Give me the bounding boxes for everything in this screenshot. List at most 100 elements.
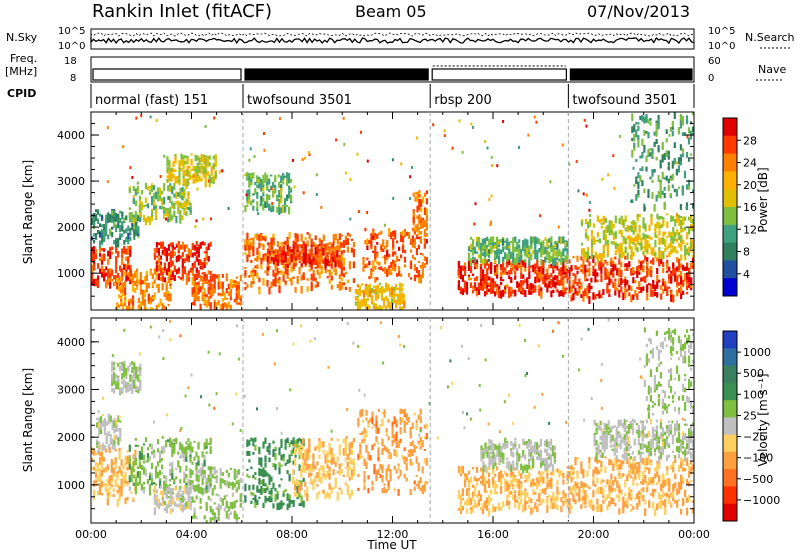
data-cell <box>630 286 633 291</box>
data-cell <box>674 232 677 238</box>
data-cell <box>602 244 605 250</box>
data-cell <box>392 263 395 271</box>
data-cell <box>679 154 682 159</box>
data-cell <box>580 221 584 227</box>
data-cell <box>169 478 172 482</box>
data-cell <box>312 479 315 484</box>
data-cell <box>186 165 189 171</box>
data-cell <box>534 254 537 260</box>
data-cell <box>552 269 555 274</box>
data-cell <box>153 482 156 485</box>
data-cell <box>155 470 158 478</box>
data-cell <box>308 463 311 471</box>
data-cell <box>148 189 152 192</box>
data-cell <box>213 485 216 490</box>
y-tick-label: 2000 <box>57 221 85 234</box>
data-cell <box>630 270 633 276</box>
data-cell <box>107 234 110 240</box>
data-cell <box>631 137 634 142</box>
data-cell <box>272 250 275 254</box>
data-cell <box>338 463 341 466</box>
data-cell <box>223 480 226 486</box>
data-cell <box>638 291 641 294</box>
data-cell <box>677 165 680 173</box>
data-cell <box>473 246 477 250</box>
data-cell <box>598 219 601 224</box>
data-cell <box>457 260 460 269</box>
data-cell <box>169 207 172 214</box>
data-cell <box>131 361 134 365</box>
data-cell <box>689 121 693 125</box>
data-cell <box>463 269 467 274</box>
data-cell <box>516 243 519 246</box>
data-cell <box>380 306 384 310</box>
data-cell <box>584 232 588 239</box>
data-cell <box>418 214 421 221</box>
data-cell <box>163 480 166 489</box>
data-cell <box>196 175 199 183</box>
data-cell <box>405 231 409 236</box>
data-cell <box>252 172 255 179</box>
data-cell <box>370 270 373 279</box>
data-cell <box>471 290 475 294</box>
data-cell <box>653 141 656 148</box>
nave-tick-low: 0 <box>708 73 714 84</box>
data-cell <box>634 229 637 233</box>
data-cell <box>413 238 416 246</box>
data-cell <box>481 282 485 291</box>
data-cell <box>207 243 210 250</box>
data-cell <box>187 492 190 497</box>
data-cell <box>274 254 277 262</box>
data-cell <box>171 497 174 502</box>
data-cell <box>678 267 681 270</box>
data-cell <box>148 185 152 189</box>
data-cell <box>264 495 267 503</box>
data-cell <box>610 229 613 234</box>
data-cell <box>540 259 543 266</box>
data-cell <box>120 485 123 493</box>
data-cell <box>302 438 305 444</box>
data-cell <box>300 450 303 458</box>
data-cell <box>151 216 154 221</box>
data-cell <box>508 250 511 254</box>
data-cell <box>660 285 663 290</box>
data-cell <box>173 487 176 491</box>
data-cell <box>203 257 206 265</box>
data-cell <box>286 275 289 279</box>
data-cell <box>679 204 682 210</box>
data-cell <box>192 165 195 171</box>
data-cell <box>314 475 317 478</box>
data-cell <box>199 472 202 477</box>
data-cell <box>676 289 679 295</box>
data-cell <box>101 216 104 220</box>
data-cell <box>151 281 154 287</box>
data-cell <box>670 272 673 277</box>
data-cell <box>161 466 164 470</box>
data-cell <box>221 304 224 310</box>
data-cell <box>248 250 251 256</box>
data-cell <box>213 280 216 289</box>
data-cell <box>500 266 503 270</box>
data-cell <box>594 262 597 266</box>
data-cell <box>652 281 655 289</box>
data-cell <box>178 160 181 168</box>
data-cell <box>161 190 164 195</box>
data-cell <box>111 373 114 381</box>
data-cell <box>266 487 269 491</box>
data-cell <box>157 268 160 272</box>
data-cell <box>659 181 662 188</box>
data-cell <box>524 260 527 268</box>
data-cell <box>394 230 397 236</box>
data-cell <box>648 243 651 249</box>
data-cell <box>692 203 694 209</box>
data-cell <box>203 242 206 246</box>
data-cell <box>500 249 503 255</box>
data-cell <box>626 267 629 271</box>
data-cell <box>274 279 277 287</box>
data-cell <box>688 216 691 221</box>
data-cell <box>632 277 635 284</box>
data-cell <box>161 249 164 254</box>
data-cell <box>672 245 675 253</box>
data-cell <box>692 242 694 248</box>
data-cell <box>105 266 108 271</box>
